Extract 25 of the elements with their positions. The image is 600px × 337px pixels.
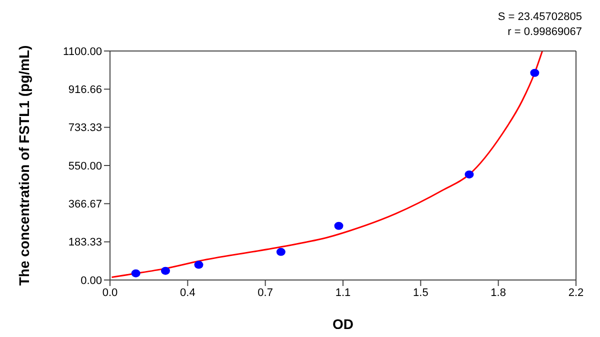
point <box>334 222 344 230</box>
point <box>131 269 140 278</box>
y-tick-label: 1100.00 <box>63 46 102 58</box>
text: S = 23.45702805 <box>498 10 582 25</box>
y-axis-title: The concentration of FSTL1 (pg/mL) <box>16 45 32 286</box>
text: r = 0.99869067 <box>506 25 582 40</box>
x-axis-title: OD <box>332 316 354 332</box>
point <box>276 248 286 256</box>
x-tick-label: 1.5 <box>413 286 428 299</box>
y-tick-label: 0.00 <box>80 274 102 287</box>
x-tick-label: 1.1 <box>335 286 351 299</box>
y-tick-label: 183.33 <box>68 236 102 249</box>
point <box>160 266 170 275</box>
x-tick-label: 0.0 <box>102 286 118 299</box>
point <box>464 170 474 178</box>
y-tick-label: 366.67 <box>68 198 102 211</box>
point <box>530 68 540 77</box>
y-tick-label: 916.66 <box>68 84 102 96</box>
x-tick-label: 0.4 <box>180 286 196 299</box>
y-tick-label: 733.33 <box>68 122 102 134</box>
point <box>194 260 204 269</box>
x-tick-label: 2.2 <box>568 286 584 299</box>
x-tick-label: 0.7 <box>258 286 273 299</box>
x-tick-label: 1.8 <box>490 286 506 299</box>
y-tick-label: 550.00 <box>68 160 102 172</box>
